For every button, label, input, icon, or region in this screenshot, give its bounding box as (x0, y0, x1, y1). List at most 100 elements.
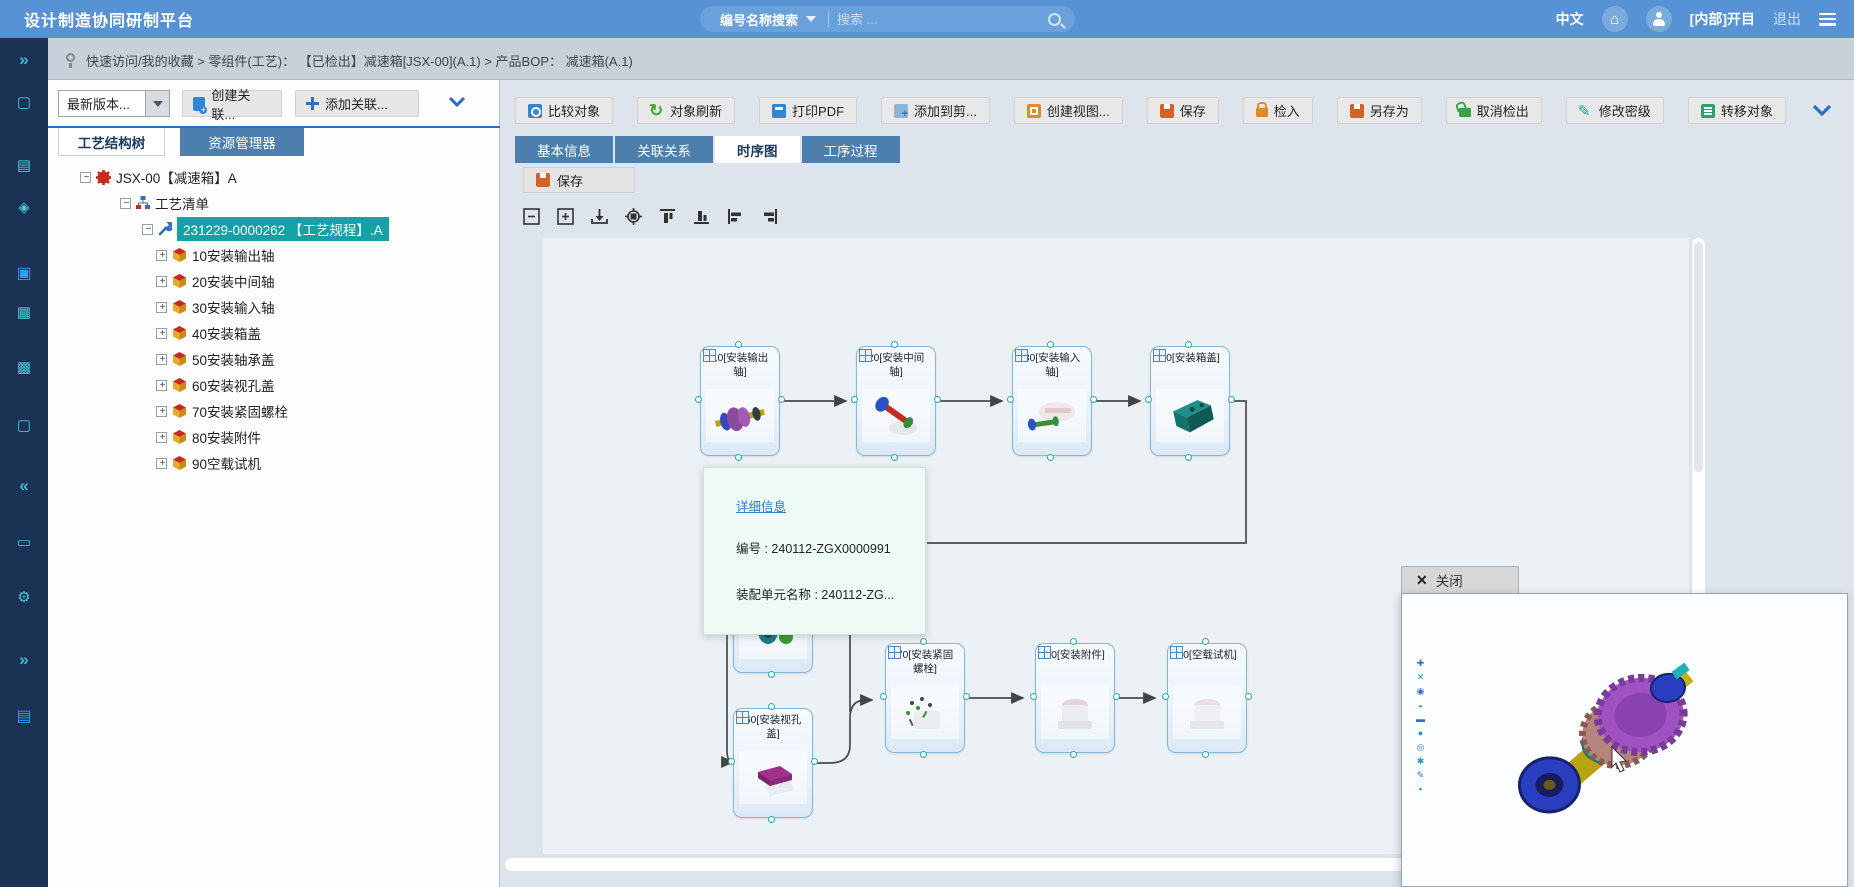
cancel-checkout-button[interactable]: 取消检出 (1445, 97, 1542, 124)
pan-icon[interactable]: ✚ (1416, 658, 1425, 668)
connector-dot[interactable] (891, 341, 898, 348)
target-icon[interactable]: ◎ (1416, 742, 1425, 752)
tree-node-root[interactable]: JSX-00【减速箱】A (48, 164, 500, 190)
shade-icon[interactable]: ◒ (1417, 700, 1424, 710)
tree-expander-icon[interactable] (80, 171, 92, 183)
tree-expander-icon[interactable] (120, 197, 132, 209)
tree-expander-icon[interactable] (156, 431, 168, 443)
save-as-button[interactable]: 另存为 (1336, 97, 1422, 124)
connector-dot[interactable] (1113, 693, 1120, 700)
connector-dot[interactable] (851, 396, 858, 403)
zoom-out-icon[interactable] (520, 205, 543, 228)
connector-dot[interactable] (1202, 751, 1209, 758)
connector-dot[interactable] (811, 758, 818, 765)
tree-node-op-60[interactable]: 60安装视孔盖 (48, 372, 500, 398)
layers-icon[interactable]: ▦ (16, 304, 32, 321)
list-blue-icon[interactable]: ▤ (16, 708, 32, 725)
modify-security-level-button[interactable]: 修改密级 (1565, 97, 1664, 124)
align-top-icon[interactable] (656, 205, 679, 228)
tree-expander-icon[interactable] (156, 457, 168, 469)
print-pdf-button[interactable]: 打印PDF (759, 97, 858, 124)
connector-dot[interactable] (891, 454, 898, 461)
tree-expander-icon[interactable] (156, 249, 168, 261)
add-relation-button[interactable]: 添加关联... (295, 90, 419, 117)
tree-node-op-90[interactable]: 90空载试机 (48, 450, 500, 476)
connector-dot[interactable] (1047, 341, 1054, 348)
tree-node-process-list[interactable]: 工艺清单 (48, 190, 500, 216)
close-icon[interactable]: ✕ (1416, 571, 1428, 588)
connector-dot[interactable] (735, 454, 742, 461)
display-icon[interactable]: ▭ (16, 534, 32, 551)
connector-dot[interactable] (1185, 454, 1192, 461)
toolbar-more-chevron-icon[interactable] (1812, 104, 1832, 116)
tab-relations[interactable]: 关联关系 (615, 136, 713, 163)
center-target-icon[interactable] (622, 205, 645, 228)
connector-dot[interactable] (1030, 693, 1037, 700)
flow-node-70[interactable]: 70[安装紧固螺栓] (880, 638, 970, 758)
sequence-save-button[interactable]: 保存 (523, 167, 635, 193)
tree-node-op-80[interactable]: 80安装附件 (48, 424, 500, 450)
settings-gear-icon[interactable]: ⚙ (17, 589, 31, 606)
tab-basic-info[interactable]: 基本信息 (515, 136, 613, 163)
align-left-icon[interactable] (724, 205, 747, 228)
connector-dot[interactable] (1145, 396, 1152, 403)
tree-expander-icon[interactable] (156, 301, 168, 313)
logout-button[interactable]: 退出 (1773, 11, 1801, 27)
connector-dot[interactable] (1007, 396, 1014, 403)
tab-resource-manager[interactable]: 资源管理器 (180, 128, 304, 156)
connector-dot[interactable] (1070, 638, 1077, 645)
cube-small-icon[interactable]: ▪ (1418, 784, 1423, 794)
connector-dot[interactable] (963, 693, 970, 700)
user-avatar[interactable] (1645, 6, 1672, 32)
connector-dot[interactable] (1202, 638, 1209, 645)
tree-expander-icon[interactable] (156, 275, 168, 287)
tab-process-structure-tree[interactable]: 工艺结构树 (58, 128, 165, 156)
collapse-left-icon[interactable]: « (19, 476, 29, 495)
tree-expander-icon[interactable] (156, 405, 168, 417)
tree-node-op-30[interactable]: 30安装输入轴 (48, 294, 500, 320)
menu-icon[interactable] (1819, 12, 1836, 26)
save-button[interactable]: 保存 (1146, 97, 1219, 124)
connector-dot[interactable] (1228, 396, 1235, 403)
tab-sequence-diagram[interactable]: 时序图 (715, 136, 800, 163)
tree-node-op-50[interactable]: 50安装轴承盖 (48, 346, 500, 372)
connector-dot[interactable] (1090, 396, 1097, 403)
monitor-icon[interactable]: ▢ (16, 94, 32, 111)
tree-expander-icon[interactable] (156, 327, 168, 339)
preview-viewport[interactable]: ✚ ✕ ◉ ◒ ▬ ● ◎ ✱ ✎ ▪ (1401, 593, 1848, 887)
tree-node-op-70[interactable]: 70安装紧固螺栓 (48, 398, 500, 424)
connector-dot[interactable] (920, 751, 927, 758)
flow-node-30[interactable]: 30[安装输入轴] (1007, 341, 1097, 461)
tree-expander-icon[interactable] (142, 223, 154, 235)
connector-dot[interactable] (728, 758, 735, 765)
connector-dot[interactable] (1162, 693, 1169, 700)
tree-node-op-20[interactable]: 20安装中间轴 (48, 268, 500, 294)
zoom-in-icon[interactable] (554, 205, 577, 228)
connector-dot[interactable] (695, 396, 702, 403)
panel-expand-chevron-icon[interactable] (448, 96, 466, 107)
connector-dot[interactable] (880, 693, 887, 700)
create-view-button[interactable]: 创建视图... (1013, 97, 1123, 124)
version-select[interactable]: 最新版本... (58, 90, 170, 117)
connector-dot[interactable] (778, 396, 785, 403)
breadcrumb[interactable]: 快速访问/我的收藏 > 零组件(工艺)： 【已检出】减速箱[JSX-00](A.… (86, 54, 633, 69)
search-input[interactable] (829, 11, 1048, 27)
collapse-right-icon[interactable]: » (19, 50, 29, 69)
sphere-icon[interactable]: ● (1417, 728, 1424, 738)
expand-right-icon[interactable]: » (19, 650, 29, 669)
flow-node-80[interactable]: 80[安装附件] (1030, 638, 1120, 758)
eye-icon[interactable]: ◉ (1416, 686, 1425, 696)
connector-dot[interactable] (920, 638, 927, 645)
gear-shaft-model[interactable] (1492, 629, 1752, 829)
section-icon[interactable]: ▬ (1416, 714, 1425, 724)
tree-expander-icon[interactable] (156, 353, 168, 365)
flow-node-10[interactable]: 10[安装输出轴] (695, 341, 785, 461)
language-switch[interactable]: 中文 (1555, 11, 1584, 27)
scale-icon[interactable]: ✕ (1416, 672, 1425, 682)
align-right-icon[interactable] (758, 205, 781, 228)
search-type-dropdown[interactable]: 编号名称搜索 (700, 10, 828, 29)
tree-node-op-40[interactable]: 40安装箱盖 (48, 320, 500, 346)
compare-object-button[interactable]: 比较对象 (515, 97, 614, 124)
tree-node-process-spec[interactable]: 231229-0000262 【工艺规程】.A (48, 216, 500, 242)
screen-icon[interactable]: ▢ (16, 417, 32, 434)
